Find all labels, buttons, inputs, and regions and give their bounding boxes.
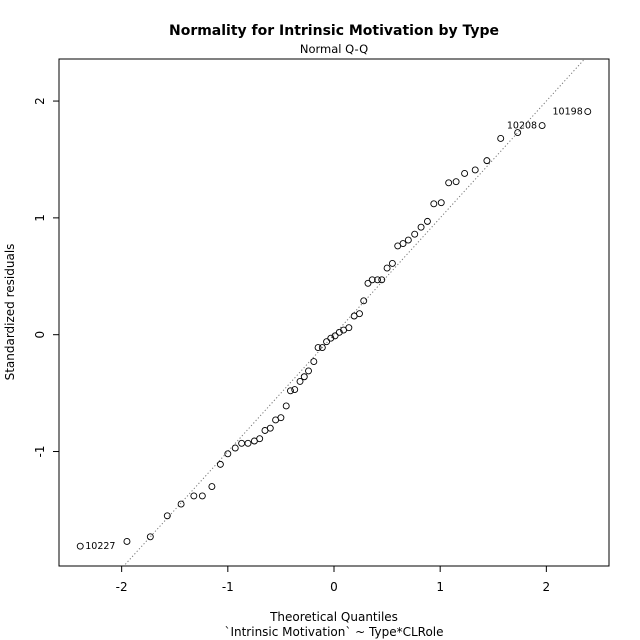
plot-frame [58, 58, 610, 567]
qq-point [423, 217, 431, 225]
qq-point [388, 259, 396, 267]
x-tick-label: 2 [543, 580, 551, 594]
chart-subtitle: Normal Q-Q [300, 42, 368, 56]
y-axis: -1 0 1 2 [33, 97, 59, 458]
point-label: 10198 [553, 107, 583, 118]
qq-point [430, 200, 438, 208]
qq-point [356, 310, 363, 318]
point-label: 10208 [507, 121, 537, 132]
qq-point [177, 500, 185, 508]
x-tick-label: -2 [116, 580, 128, 594]
qq-point [291, 386, 299, 394]
qq-point [331, 332, 339, 340]
qq-point [287, 387, 294, 395]
qq-point [244, 439, 252, 447]
qq-point [224, 450, 232, 458]
qq-point [327, 334, 335, 342]
qq-point [461, 170, 469, 177]
x-axis-label: Theoretical Quantiles [269, 610, 398, 624]
qq-point [368, 276, 376, 284]
qq-point [345, 324, 353, 332]
qq-point [471, 166, 479, 174]
qq-point [437, 199, 445, 207]
qq-point [296, 377, 304, 385]
qq-reference-line [123, 59, 586, 566]
qq-point [374, 276, 381, 284]
qq-point [364, 279, 372, 287]
x-axis: -2 -1 0 1 2 [116, 566, 551, 594]
qq-point [310, 358, 318, 366]
y-tick-label: 2 [33, 97, 47, 105]
qq-point [266, 424, 274, 432]
qq-point [417, 223, 425, 231]
qq-point [123, 538, 131, 545]
qq-point [404, 236, 412, 244]
qq-point [399, 240, 407, 248]
qq-point [318, 344, 326, 351]
y-tick-label: 1 [33, 214, 47, 222]
qq-point [277, 414, 285, 422]
x-tick-label: 1 [436, 580, 444, 594]
qq-point [198, 492, 206, 500]
qq-point [305, 367, 312, 375]
qq-point [146, 533, 154, 541]
qq-point [282, 402, 290, 410]
qq-point [360, 297, 368, 305]
qq-point [411, 230, 419, 238]
qq-point [483, 157, 491, 165]
qq-point [238, 439, 246, 447]
qq-point [314, 344, 322, 351]
qq-point [300, 373, 308, 381]
x-tick-label: -1 [222, 580, 234, 594]
y-tick-label: -1 [33, 446, 47, 458]
qq-point [445, 179, 453, 187]
qq-point [231, 444, 239, 452]
qq-point [383, 264, 391, 272]
qq-point [76, 542, 84, 550]
chart-title: Normality for Intrinsic Motivation by Ty… [169, 23, 499, 39]
qq-point [378, 276, 386, 284]
qq-point [452, 178, 460, 186]
qq-point [256, 435, 264, 443]
qq-point [497, 134, 505, 142]
qq-point [514, 129, 522, 137]
x-axis-sublabel: `Intrinsic Motivation` ~ Type*CLRole [224, 625, 443, 639]
plot-area: 10227 10208 10198 [76, 59, 592, 566]
y-axis-label: Standardized residuals [3, 244, 17, 381]
qq-point [323, 338, 331, 346]
qq-point [163, 512, 171, 520]
point-label: 10227 [85, 541, 115, 552]
qq-point [335, 328, 343, 336]
qq-point [538, 122, 546, 130]
qq-point [208, 483, 216, 491]
x-tick-label: 0 [330, 580, 338, 594]
qq-point [190, 492, 198, 500]
y-tick-label: 0 [33, 331, 47, 339]
qq-point [216, 460, 224, 468]
qq-point [584, 108, 592, 116]
